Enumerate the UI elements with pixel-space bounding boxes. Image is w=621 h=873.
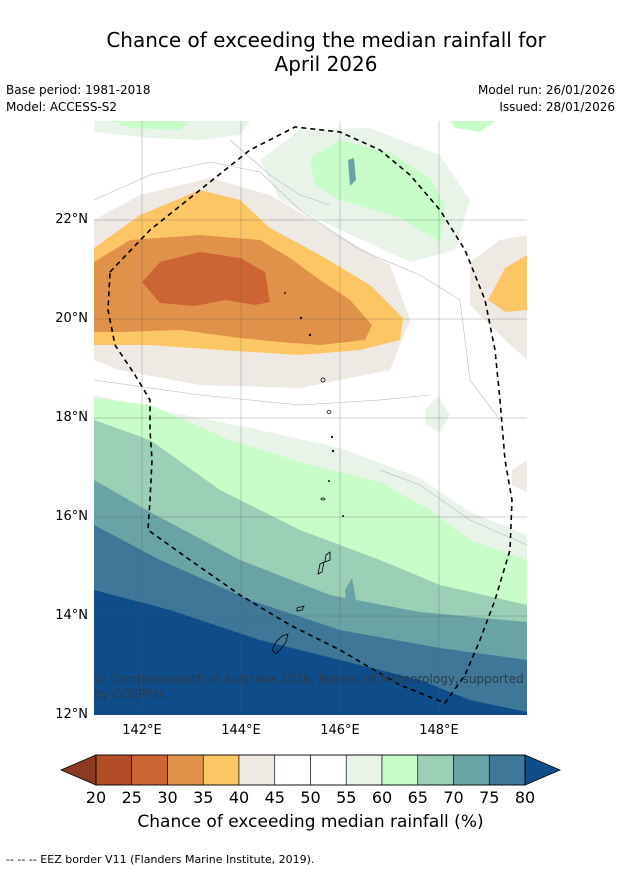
band-45-se xyxy=(512,460,527,492)
islands xyxy=(271,292,344,655)
colorbar-segment xyxy=(238,754,276,786)
saipan-island xyxy=(324,551,331,563)
colorbar-high-arrow xyxy=(524,754,562,786)
band-65-north xyxy=(310,140,445,242)
title-line-1: Chance of exceeding the median rainfall … xyxy=(106,28,546,52)
band-70-small xyxy=(345,578,356,602)
lat-label-14: 14°N xyxy=(55,608,88,623)
lat-label-20: 20°N xyxy=(55,311,88,326)
map-title: Chance of exceeding the median rainfall … xyxy=(0,28,621,76)
eez-legend: -- -- -- EEZ border V11 (Flanders Marine… xyxy=(6,853,315,866)
colorbar-tick-label: 65 xyxy=(407,788,428,807)
model-run: Model run: 26/01/2026 xyxy=(477,83,615,97)
band-65-ne xyxy=(450,121,495,132)
title-line-2: April 2026 xyxy=(274,52,378,76)
lat-label-16: 16°N xyxy=(55,509,88,524)
colorbar-segment xyxy=(417,754,454,786)
isolines xyxy=(94,139,527,546)
colorbar-tick-label: 20 xyxy=(85,788,107,807)
colorbar-tick-label: 60 xyxy=(371,788,393,807)
colorbar-segment xyxy=(488,754,526,786)
colorbar-tick-label: 55 xyxy=(336,788,357,807)
band-65-nw xyxy=(110,121,190,130)
lon-label-144: 144°E xyxy=(221,723,261,738)
copyright-notice: © Commonwealth of Australia 2026, Bureau… xyxy=(94,672,524,701)
band-30-north xyxy=(142,252,270,306)
guam-island xyxy=(271,633,289,655)
colorbar-segment xyxy=(131,754,168,786)
lat-label-18: 18°N xyxy=(55,410,88,425)
colorbar-segment xyxy=(381,754,419,786)
lon-label-148: 148°E xyxy=(419,723,459,738)
colorbar-segments xyxy=(95,754,526,786)
meta-right: Model run: 26/01/2026 Issued: 28/01/2026 xyxy=(478,82,615,116)
model-name: Model: ACCESS-S2 xyxy=(6,100,118,114)
colorbar-tick-label: 40 xyxy=(228,788,250,807)
colorbar-low-arrow xyxy=(59,754,97,786)
colorbar-segment xyxy=(274,754,311,786)
colorbar-segment xyxy=(453,754,490,786)
gridlines xyxy=(94,121,527,715)
colorbar-tick-label: 50 xyxy=(300,788,321,807)
band-40-east xyxy=(488,255,527,312)
eez-border xyxy=(107,126,513,704)
lat-label-22: 22°N xyxy=(55,212,88,227)
colorbar-segment xyxy=(310,754,347,786)
tinian-island xyxy=(317,561,325,575)
lon-label-142: 142°E xyxy=(122,723,162,738)
colorbar-segment xyxy=(345,754,383,786)
colorbar-tick-label: 25 xyxy=(121,788,142,807)
colorbar-segment xyxy=(95,754,133,786)
colorbar-segment xyxy=(202,754,240,786)
colorbar-tick-label: 45 xyxy=(264,788,285,807)
lon-label-146: 146°E xyxy=(320,723,360,738)
rota-island xyxy=(296,605,305,612)
colorbar-tick-label: 75 xyxy=(479,788,500,807)
band-60-mid xyxy=(425,396,450,432)
colorbar-label: Chance of exceeding median rainfall (%) xyxy=(137,812,484,832)
colorbar-tick-label: 35 xyxy=(193,788,214,807)
colorbar xyxy=(59,754,562,786)
colorbar-tick-label: 30 xyxy=(157,788,178,807)
lat-label-12: 12°N xyxy=(55,707,88,722)
rainfall-contours xyxy=(94,121,527,715)
colorbar-tick-label: 80 xyxy=(514,788,536,807)
band-above-80 xyxy=(94,590,527,715)
band-70-tiny xyxy=(348,158,356,186)
issued-date: Issued: 28/01/2026 xyxy=(499,100,615,114)
colorbar-tick-label: 70 xyxy=(443,788,464,807)
base-period: Base period: 1981-2018 xyxy=(6,83,151,97)
colorbar-segment xyxy=(167,754,204,786)
meta-left: Base period: 1981-2018 Model: ACCESS-S2 xyxy=(6,82,151,116)
